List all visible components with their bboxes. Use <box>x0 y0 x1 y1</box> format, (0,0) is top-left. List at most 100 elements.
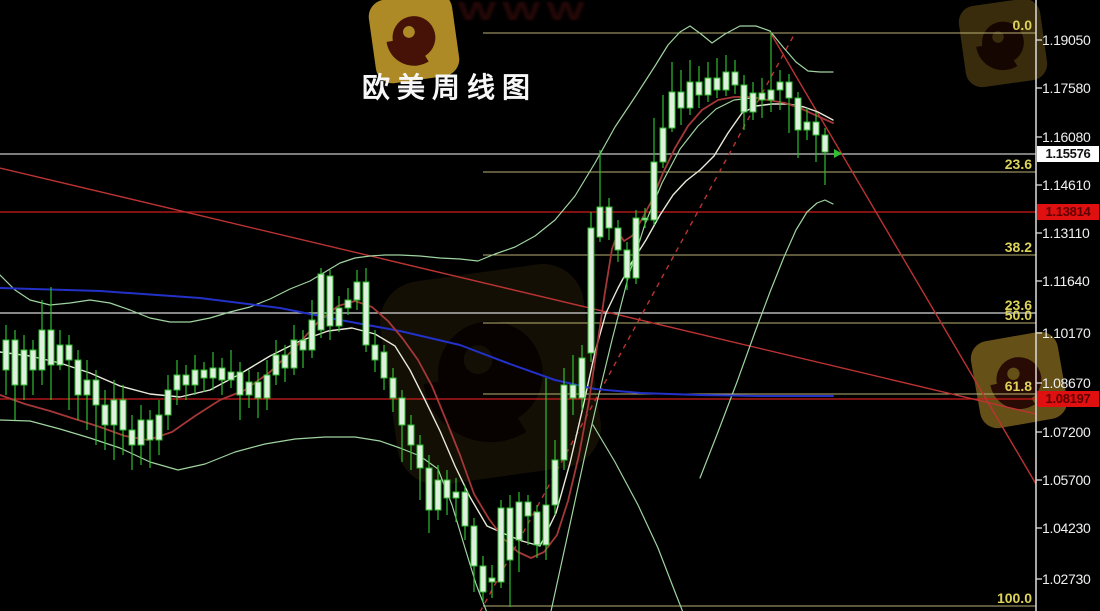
candle-body <box>326 275 334 327</box>
candle-body <box>101 404 109 426</box>
candle-body <box>272 354 280 376</box>
candle-body <box>596 206 604 238</box>
candle-body <box>335 307 343 327</box>
candle-body <box>731 71 739 86</box>
candle-body <box>749 92 757 113</box>
candle-body <box>56 344 64 366</box>
candle-body <box>677 91 685 109</box>
candle-body <box>317 273 325 331</box>
trend-line <box>769 31 1037 485</box>
candle-body <box>227 371 235 381</box>
candle-body <box>29 349 37 371</box>
watermark-logo <box>958 0 1048 88</box>
candle-body <box>254 381 262 399</box>
candle-body <box>74 359 82 396</box>
candle-body <box>614 227 622 251</box>
candle-body <box>812 121 820 136</box>
candle-body <box>506 507 514 561</box>
candle-body <box>407 424 415 446</box>
candle-body <box>560 384 568 461</box>
candle-body <box>119 399 127 431</box>
candle-body <box>821 134 829 153</box>
candle-body <box>92 379 100 406</box>
candle-body <box>110 399 118 426</box>
candle-body <box>686 81 694 109</box>
candle-body <box>299 339 307 351</box>
bollinger-upper-band <box>0 25 834 323</box>
candle-body <box>623 249 631 279</box>
candle-body <box>236 371 244 396</box>
candle-body <box>200 369 208 379</box>
candle-body <box>416 444 424 469</box>
candle-body <box>776 81 784 91</box>
candle-body <box>785 81 793 99</box>
candle-body <box>11 339 19 386</box>
candle-body <box>605 206 613 229</box>
candle-body <box>362 281 370 346</box>
candle-body <box>767 89 775 101</box>
candle-body <box>659 127 667 163</box>
candle-body <box>461 491 469 527</box>
candle-body <box>83 379 91 396</box>
candle-body <box>452 491 460 499</box>
candle-body <box>569 384 577 399</box>
candle-body <box>263 374 271 399</box>
watermark-text: WWW <box>458 0 591 26</box>
candle-body <box>245 381 253 396</box>
bollinger-wide-band <box>699 199 834 479</box>
candle-body <box>668 91 676 129</box>
candle-body <box>551 459 559 506</box>
trend-line <box>0 167 1037 415</box>
candle-body <box>524 501 532 517</box>
candle-body <box>587 227 595 354</box>
candle-body <box>281 354 289 369</box>
candle-body <box>128 429 136 446</box>
candle-body <box>722 71 730 91</box>
moving-average-blue <box>0 287 834 397</box>
candle-body <box>704 77 712 96</box>
candle-body <box>470 525 478 567</box>
candle-body <box>155 414 163 441</box>
candle-body <box>380 351 388 379</box>
candle-body <box>164 389 172 416</box>
candle-body <box>173 374 181 391</box>
candle-body <box>191 369 199 386</box>
chart-title: 欧美周线图 <box>362 72 538 103</box>
candle-body <box>20 349 28 386</box>
candle-body <box>488 577 496 583</box>
candle-body <box>758 92 766 101</box>
candle-body <box>398 397 406 426</box>
candle-body <box>137 419 145 446</box>
candle-body <box>146 419 154 441</box>
candle-body <box>542 504 550 546</box>
candle-body <box>803 121 811 131</box>
candle-body <box>740 84 748 113</box>
candle-body <box>371 344 379 361</box>
candle-body <box>497 507 505 583</box>
last-price-marker <box>834 149 842 158</box>
candle-body <box>47 329 55 366</box>
candle-body <box>479 565 487 593</box>
candle-body <box>794 97 802 131</box>
candle-body <box>209 367 217 379</box>
moving-average-red <box>0 96 834 559</box>
candle-body <box>632 217 640 279</box>
bollinger-middle-band <box>0 103 834 547</box>
candle-body <box>218 367 226 381</box>
candle-body <box>578 357 586 399</box>
candle-body <box>290 339 298 369</box>
candle-body <box>308 319 316 351</box>
candle-body <box>695 81 703 96</box>
candle-body <box>38 329 46 371</box>
candle-body <box>182 374 190 386</box>
candle-body <box>515 501 523 541</box>
candle-body <box>434 479 442 511</box>
candle-body <box>344 299 352 309</box>
candle-body <box>650 161 658 221</box>
candle-body <box>389 377 397 399</box>
candle-body <box>353 281 361 301</box>
candle-body <box>641 217 649 221</box>
candle-body <box>533 511 541 546</box>
